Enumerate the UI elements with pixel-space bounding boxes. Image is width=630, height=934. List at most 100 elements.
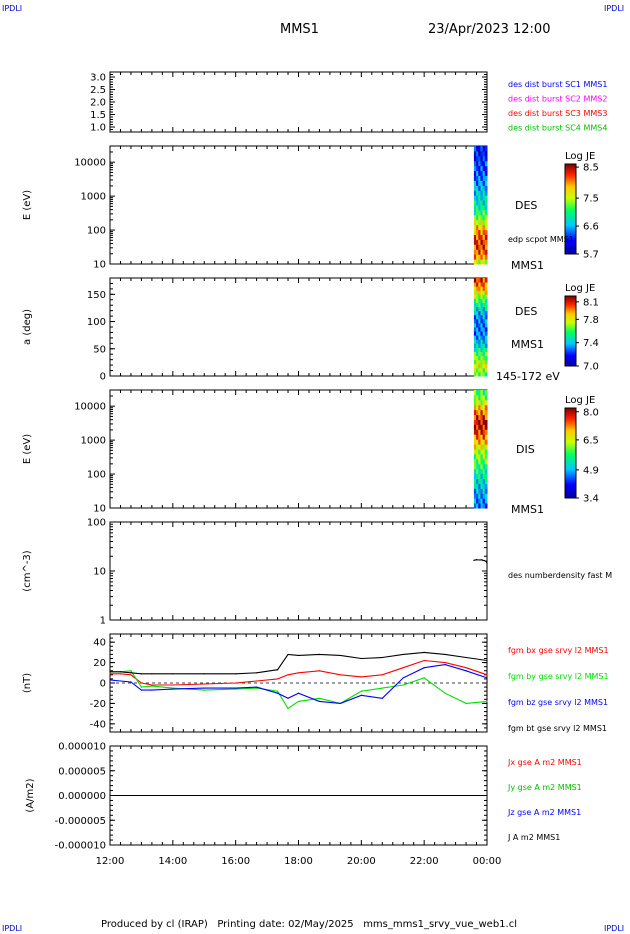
series-point [297,672,300,674]
spectrogram-cell [484,335,488,340]
spectrogram-cell [482,286,486,291]
spectrogram-cell [476,306,479,312]
spectrogram-cell [482,180,486,186]
spectrogram-cell [482,429,486,435]
spectrogram-cell [473,429,477,435]
series-point [172,687,174,689]
y-tick-label: 0.000005 [58,766,106,777]
spectrogram-cell [478,294,481,299]
spectrogram-cell [480,351,484,357]
series-point [339,654,341,657]
spectrogram-cell [478,175,481,181]
panel-frame [109,277,488,377]
spectrogram-cell [478,195,481,201]
series-point [486,674,488,676]
y-tick-label: 1000 [81,436,106,447]
spectrogram-cell [473,339,477,344]
y-tick-label: 10000 [74,402,106,413]
spacecraft-title: MMS1 [280,22,319,37]
spectrogram-cell [480,244,484,250]
side-label: MMS1 [511,259,544,272]
spectrogram-cell [476,286,479,291]
spectrogram-cell [473,219,477,226]
spectrogram-cell [473,367,477,373]
colorbar-title: Log JE [565,283,595,294]
series-point [360,690,362,692]
series-point [140,686,143,688]
spectrogram-cell [473,200,477,206]
spectrogram-cell [476,239,479,245]
series-point [482,559,484,561]
spectrogram-cell [480,200,484,206]
corner-label-top-right: IPDLI [604,4,625,13]
spectrogram-cell [480,318,484,324]
spectrogram-cell [473,493,477,499]
y-tick-label: -20 [90,699,106,710]
spectrogram-cell [484,298,488,303]
spectrogram-cell [482,351,486,357]
spectrogram-cell [484,205,488,211]
y-tick-label: 10000 [74,158,106,169]
series-point [172,688,174,690]
spectrogram-cell [482,322,486,328]
y-axis-label: E (eV) [22,434,33,464]
spectrogram-cell [480,468,484,475]
spectrogram-cell [478,390,481,396]
series-point [381,687,383,689]
series-point [360,657,362,660]
spectrogram-cell [482,282,486,287]
colorbar-tick-label: 8.1 [583,297,599,308]
panel-7: 0.000010 0.000005 0.000000 -0.000005 -0.0000… [25,742,582,868]
panel-frame [109,521,488,621]
spectrogram-cell [482,239,486,245]
spectrogram-cell [478,314,481,320]
spectrogram-cell [482,254,486,260]
colorbar-tick-label: 7.0 [583,362,599,373]
series-point [119,680,122,682]
series-point [444,692,446,694]
spectrogram-cell [473,229,477,235]
spectrogram-cell [482,424,486,430]
spectrogram-cell [476,155,479,162]
spectrogram-cell [484,394,488,401]
legend-entry: fgm by gse srvy l2 MMS1 [508,672,609,681]
series-point [465,667,467,669]
spectrogram-cell [480,205,484,211]
spectrogram-cell [476,468,479,475]
spectrogram-cell [482,294,486,299]
spectrogram-cell [480,473,484,479]
spectrogram-cell [476,343,479,348]
y-tick-label: -40 [90,719,106,730]
spectrogram-cell [473,209,477,216]
series-point [339,702,341,705]
series-point [235,687,237,689]
spectrogram-cell [484,363,488,369]
spectrogram-cell [482,219,486,226]
series-point [444,664,446,666]
panel-frame [109,71,488,133]
x-tick-label: 20:00 [347,856,376,867]
series-point [130,670,132,672]
colorbar-tick-label: 7.4 [583,338,599,349]
spectrogram-cell [484,314,488,320]
spectrogram-cell [478,343,481,348]
spectrogram-cell [478,498,481,504]
spectrogram-cell [484,219,488,226]
spectrogram-cell [473,483,477,489]
spectrogram-cell [482,298,486,303]
spectrogram-cell [480,503,484,509]
series-point [140,689,143,691]
y-tick-label: 1 [100,616,106,627]
spectrogram-cell [484,327,488,332]
series-point [109,673,111,675]
x-tick-label: 16:00 [221,856,250,867]
panel-3: 150 100 50 0 a (deg) Log JE 8.1 7.8 7.4 7.0 DES MMS… [22,277,599,383]
spectrogram-cell [478,434,481,440]
series-point [151,689,153,691]
spectrogram-cell [484,200,488,206]
spectrogram-cell [476,404,479,411]
spectrogram-cell [476,355,479,361]
spectrogram-cell [482,306,486,312]
y-tick-label: 100 [87,470,106,481]
spectrogram-cell [480,278,484,283]
